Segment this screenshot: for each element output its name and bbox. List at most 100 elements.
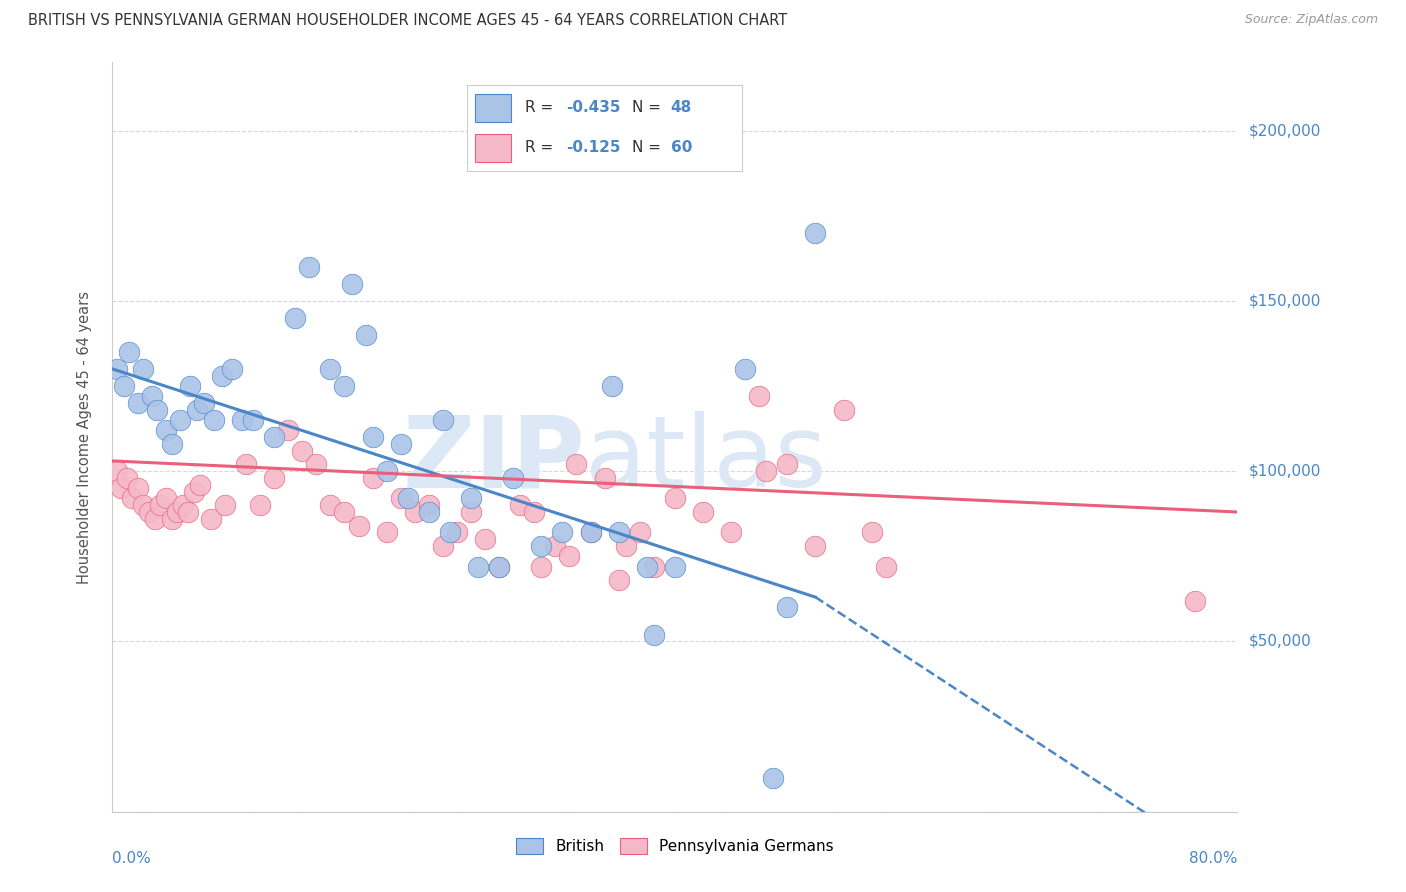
Point	[460, 505, 482, 519]
Point	[169, 413, 191, 427]
Point	[664, 491, 686, 506]
Point	[502, 471, 524, 485]
Point	[319, 498, 342, 512]
Legend: British, Pennsylvania Germans: British, Pennsylvania Germans	[509, 832, 841, 860]
Point	[284, 310, 307, 325]
Point	[166, 505, 188, 519]
Point	[221, 362, 243, 376]
Point	[214, 498, 236, 512]
Point	[186, 402, 208, 417]
Point	[172, 498, 194, 512]
Point	[488, 559, 510, 574]
Point	[607, 525, 630, 540]
Point	[375, 464, 398, 478]
Point	[347, 518, 370, 533]
Point	[333, 379, 356, 393]
Text: ZIP: ZIP	[402, 411, 585, 508]
Point	[474, 533, 496, 547]
Point	[734, 362, 756, 376]
Point	[231, 413, 253, 427]
Point	[875, 559, 897, 574]
Point	[340, 277, 363, 291]
Point	[614, 539, 637, 553]
Point	[277, 423, 299, 437]
Point	[249, 498, 271, 512]
Point	[446, 525, 468, 540]
Text: 80.0%: 80.0%	[1189, 851, 1237, 865]
Point	[263, 430, 285, 444]
Text: $150,000: $150,000	[1249, 293, 1320, 309]
Point	[110, 481, 132, 495]
Point	[432, 539, 454, 553]
Point	[579, 525, 602, 540]
Point	[643, 627, 665, 641]
Point	[643, 559, 665, 574]
Point	[804, 539, 827, 553]
Point	[177, 505, 200, 519]
Point	[762, 771, 785, 785]
Point	[460, 491, 482, 506]
Point	[105, 464, 128, 478]
Point	[211, 368, 233, 383]
Point	[160, 512, 183, 526]
Point	[132, 362, 155, 376]
Point	[127, 396, 149, 410]
Text: $100,000: $100,000	[1249, 464, 1320, 479]
Point	[354, 327, 377, 342]
Point	[530, 559, 553, 574]
Point	[636, 559, 658, 574]
Point	[200, 512, 222, 526]
Point	[776, 600, 799, 615]
Point	[860, 525, 883, 540]
Point	[628, 525, 651, 540]
Point	[720, 525, 742, 540]
Point	[509, 498, 531, 512]
Point	[160, 437, 183, 451]
Point	[319, 362, 342, 376]
Point	[692, 505, 714, 519]
Point	[1184, 593, 1206, 607]
Point	[375, 525, 398, 540]
Text: Source: ZipAtlas.com: Source: ZipAtlas.com	[1244, 13, 1378, 27]
Point	[544, 539, 567, 553]
Text: 0.0%: 0.0%	[112, 851, 152, 865]
Point	[776, 458, 799, 472]
Point	[193, 396, 215, 410]
Point	[149, 498, 172, 512]
Text: atlas: atlas	[585, 411, 827, 508]
Point	[748, 389, 770, 403]
Point	[127, 481, 149, 495]
Point	[155, 423, 177, 437]
Point	[242, 413, 264, 427]
Text: $50,000: $50,000	[1249, 634, 1312, 648]
Point	[664, 559, 686, 574]
Point	[202, 413, 225, 427]
Point	[389, 437, 412, 451]
Point	[333, 505, 356, 519]
Point	[138, 505, 160, 519]
Point	[305, 458, 328, 472]
Point	[389, 491, 412, 506]
Point	[579, 525, 602, 540]
Point	[565, 458, 588, 472]
Point	[593, 471, 616, 485]
Text: BRITISH VS PENNSYLVANIA GERMAN HOUSEHOLDER INCOME AGES 45 - 64 YEARS CORRELATION: BRITISH VS PENNSYLVANIA GERMAN HOUSEHOLD…	[28, 13, 787, 29]
Point	[146, 402, 169, 417]
Point	[132, 498, 155, 512]
Point	[432, 413, 454, 427]
Point	[832, 402, 855, 417]
Point	[361, 430, 384, 444]
Point	[143, 512, 166, 526]
Point	[112, 379, 135, 393]
Point	[141, 389, 163, 403]
Text: $200,000: $200,000	[1249, 123, 1320, 138]
Point	[418, 505, 440, 519]
Point	[755, 464, 778, 478]
Point	[488, 559, 510, 574]
Point	[291, 443, 314, 458]
Point	[467, 559, 489, 574]
Point	[607, 573, 630, 587]
Point	[551, 525, 574, 540]
Point	[523, 505, 546, 519]
Point	[530, 539, 553, 553]
